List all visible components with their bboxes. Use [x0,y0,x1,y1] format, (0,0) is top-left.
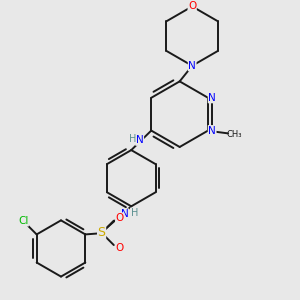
Text: N: N [121,209,129,219]
Text: N: N [136,135,144,145]
Text: O: O [188,2,196,11]
Text: Cl: Cl [18,216,28,226]
Text: H: H [129,134,136,144]
Text: CH₃: CH₃ [226,130,242,139]
Text: N: N [188,61,196,71]
Text: O: O [116,243,124,253]
Text: O: O [116,213,124,223]
Text: N: N [208,93,216,103]
Text: H: H [130,208,138,218]
Text: N: N [208,126,216,136]
Text: S: S [98,226,106,239]
